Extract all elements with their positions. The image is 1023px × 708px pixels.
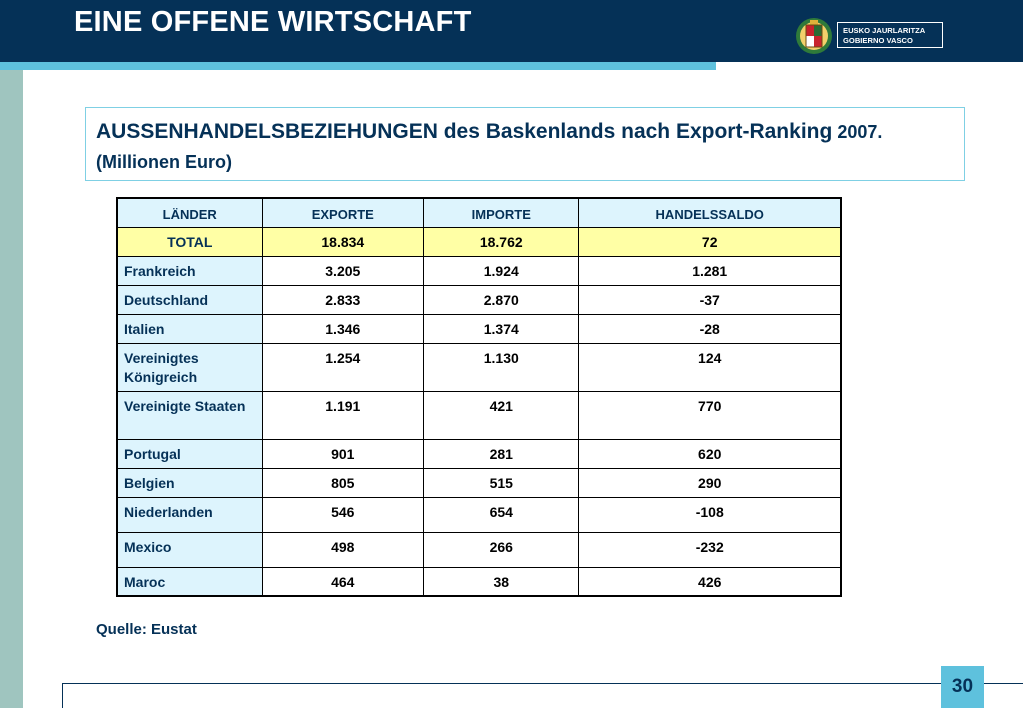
logo-text-box: EUSKO JAURLARITZA GOBIERNO VASCO — [837, 22, 943, 48]
imports-cell: 2.870 — [423, 284, 580, 315]
exports-cell: 498 — [261, 531, 425, 568]
table-row: Maroc 464 38 426 — [116, 566, 842, 597]
table-row: Belgien 805 515 290 — [116, 467, 842, 498]
table-row: Italien 1.346 1.374 -28 — [116, 313, 842, 344]
exports-cell: 464 — [261, 566, 425, 597]
table-row: Deutschland 2.833 2.870 -37 — [116, 284, 842, 315]
footer-divider — [62, 683, 1023, 684]
total-label: TOTAL — [116, 226, 263, 257]
imports-cell: 421 — [423, 390, 580, 440]
balance-cell: -28 — [578, 313, 842, 344]
table-row: Niederlanden 546 654 -108 — [116, 496, 842, 533]
slide-title: EINE OFFENE WIRTSCHAFT — [74, 6, 472, 38]
country-cell: Italien — [116, 313, 263, 344]
imports-cell: 281 — [423, 438, 580, 469]
total-exports: 18.834 — [261, 226, 425, 257]
subtitle-main: AUSSENHANDELSBEZIEHUNGEN des Baskenlands… — [96, 120, 833, 143]
country-cell: Niederlanden — [116, 496, 263, 533]
table-row: Mexico 498 266 -232 — [116, 531, 842, 568]
country-cell: Maroc — [116, 566, 263, 597]
balance-cell: 290 — [578, 467, 842, 498]
imports-cell: 1.130 — [423, 342, 580, 392]
balance-cell: -108 — [578, 496, 842, 533]
country-cell: Belgien — [116, 467, 263, 498]
subtitle-box: AUSSENHANDELSBEZIEHUNGEN des Baskenlands… — [85, 107, 965, 181]
header-cell: EXPORTE — [261, 197, 425, 228]
country-cell: Portugal — [116, 438, 263, 469]
balance-cell: -232 — [578, 531, 842, 568]
footer-divider-vertical — [62, 683, 63, 708]
logo-line-2: GOBIERNO VASCO — [843, 36, 913, 45]
balance-cell: -37 — [578, 284, 842, 315]
table-row: Vereinigte Staaten 1.191 421 770 — [116, 390, 842, 440]
country-cell: Frankreich — [116, 255, 263, 286]
total-balance: 72 — [578, 226, 842, 257]
exports-cell: 1.254 — [261, 342, 425, 392]
country-cell: Vereinigte Staaten — [116, 390, 263, 440]
exports-cell: 3.205 — [261, 255, 425, 286]
balance-cell: 426 — [578, 566, 842, 597]
country-cell: Mexico — [116, 531, 263, 568]
country-cell: Vereinigtes Königreich — [116, 342, 263, 392]
exports-cell: 546 — [261, 496, 425, 533]
page-number: 30 — [941, 666, 984, 708]
imports-cell: 38 — [423, 566, 580, 597]
imports-cell: 515 — [423, 467, 580, 498]
logo-line-1: EUSKO JAURLARITZA — [843, 26, 926, 35]
header-cell: LÄNDER — [116, 197, 263, 228]
balance-cell: 1.281 — [578, 255, 842, 286]
source-note: Quelle: Eustat — [96, 621, 197, 638]
header-bar: EINE OFFENE WIRTSCHAFT EUSKO JAURLARITZA… — [0, 0, 1023, 62]
table-header-row: LÄNDER EXPORTE IMPORTE HANDELSSALDO — [116, 197, 842, 228]
left-sidebar-bar — [0, 70, 23, 708]
header-cell: HANDELSSALDO — [578, 197, 842, 228]
government-logo: EUSKO JAURLARITZA GOBIERNO VASCO — [794, 16, 946, 56]
exports-cell: 2.833 — [261, 284, 425, 315]
exports-cell: 1.346 — [261, 313, 425, 344]
table-subtitle: AUSSENHANDELSBEZIEHUNGEN des Baskenlands… — [96, 117, 954, 177]
imports-cell: 1.374 — [423, 313, 580, 344]
header-cell: IMPORTE — [423, 197, 580, 228]
balance-cell: 770 — [578, 390, 842, 440]
country-cell: Deutschland — [116, 284, 263, 315]
balance-cell: 124 — [578, 342, 842, 392]
total-row: TOTAL 18.834 18.762 72 — [116, 226, 842, 257]
exports-cell: 901 — [261, 438, 425, 469]
table-row: Vereinigtes Königreich 1.254 1.130 124 — [116, 342, 842, 392]
exports-cell: 1.191 — [261, 390, 425, 440]
total-imports: 18.762 — [423, 226, 580, 257]
trade-table: LÄNDER EXPORTE IMPORTE HANDELSSALDO TOTA… — [116, 197, 842, 597]
table-row: Frankreich 3.205 1.924 1.281 — [116, 255, 842, 286]
imports-cell: 266 — [423, 531, 580, 568]
imports-cell: 1.924 — [423, 255, 580, 286]
subtitle-detail: 2007. (Millionen Euro) — [96, 122, 883, 172]
basque-government-shield-icon — [796, 18, 832, 54]
accent-stripe — [0, 62, 716, 70]
balance-cell: 620 — [578, 438, 842, 469]
table-row: Portugal 901 281 620 — [116, 438, 842, 469]
imports-cell: 654 — [423, 496, 580, 533]
exports-cell: 805 — [261, 467, 425, 498]
